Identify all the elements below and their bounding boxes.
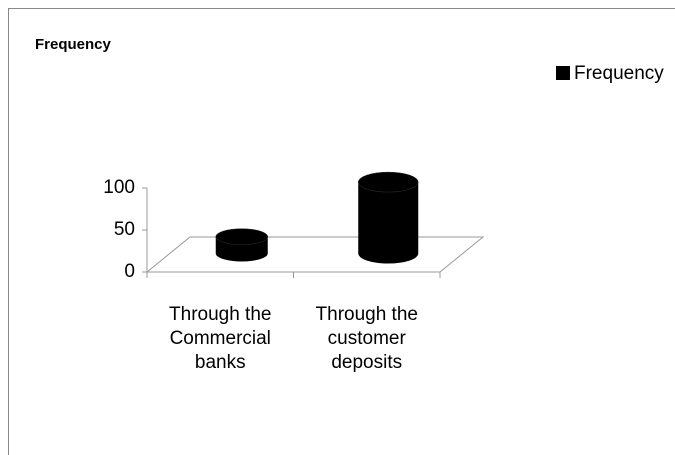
x-tick-label: Through the Commercial banks xyxy=(169,304,272,373)
y-tick-label: 0 xyxy=(124,261,135,282)
y-tick-label: 100 xyxy=(103,177,135,198)
bar xyxy=(215,228,268,262)
bar xyxy=(358,171,419,264)
bar-top xyxy=(358,171,419,193)
x-tick-label: Through the customer deposits xyxy=(315,304,418,373)
floor xyxy=(145,236,485,273)
legend-label: Frequency xyxy=(574,63,664,84)
chart-title: Frequency xyxy=(35,36,112,53)
chart-border xyxy=(8,8,675,455)
y-tick-label: 50 xyxy=(114,219,135,240)
bar-top xyxy=(215,228,268,245)
bar-body xyxy=(358,182,419,264)
legend-swatch xyxy=(556,66,570,80)
